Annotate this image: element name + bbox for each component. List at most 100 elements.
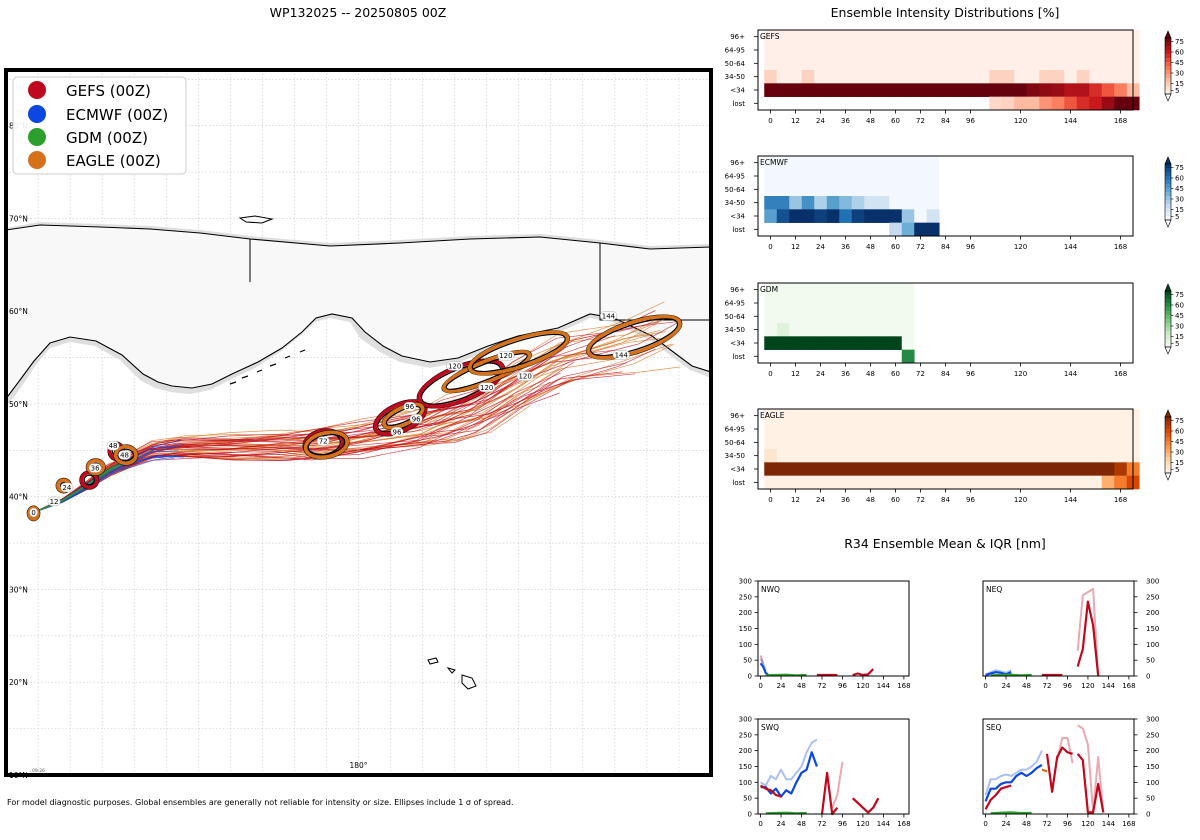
heatmap-cell xyxy=(1114,435,1128,450)
r34-y-label: 250 xyxy=(739,593,752,601)
r34-y-label: 100 xyxy=(1146,641,1159,649)
heatmap-x-label: 24 xyxy=(816,370,825,378)
heatmap-cell xyxy=(914,435,928,450)
ellipse-inner xyxy=(385,405,421,427)
colorbar-segment xyxy=(1165,425,1171,430)
r34-x-label: 48 xyxy=(1022,820,1031,828)
heatmap-cell xyxy=(1001,43,1015,57)
heatmap-cell xyxy=(951,70,965,84)
heatmap-cell xyxy=(951,475,965,490)
heatmap-cell xyxy=(1076,462,1090,476)
heatmap-x-label: 48 xyxy=(866,117,875,125)
heatmap-cell xyxy=(851,283,865,297)
colorbar-segment xyxy=(1165,66,1171,71)
heatmap-cell xyxy=(776,30,790,44)
heatmap-cell xyxy=(826,449,840,463)
heatmap-cell xyxy=(1089,449,1103,463)
heatmap-cell xyxy=(1051,475,1065,490)
heatmap-x-label: 60 xyxy=(891,243,900,251)
heatmap-cell xyxy=(789,435,803,450)
forecast-hour-label: 96 xyxy=(403,402,417,412)
colorbar-extend-bottom xyxy=(1164,219,1172,228)
heatmap-cell xyxy=(1089,96,1103,111)
heatmap-cell xyxy=(1051,462,1065,476)
r34-mean-gdm xyxy=(765,673,807,677)
heatmap-cell xyxy=(789,56,803,71)
heatmap-cell xyxy=(976,422,990,436)
heatmap-cell xyxy=(851,475,865,490)
heatmap-cell xyxy=(1076,56,1090,71)
colorbar-segment xyxy=(1165,327,1171,332)
heatmap-cell xyxy=(764,182,778,197)
heatmap-cell xyxy=(814,83,828,97)
heatmap-cell xyxy=(889,83,903,97)
heatmap-cell xyxy=(1026,70,1040,84)
fh-label-text: 120 xyxy=(518,373,531,381)
r34-mean-gdm xyxy=(990,811,1032,815)
heatmap-cell xyxy=(814,336,828,350)
heatmap-x-label: 168 xyxy=(1114,370,1127,378)
heatmap-cell xyxy=(1076,96,1090,111)
heatmap-x-label: 168 xyxy=(1114,243,1127,251)
heatmap-cell xyxy=(989,70,1003,84)
heatmap-cell xyxy=(1051,422,1065,436)
fh-label-text: 12 xyxy=(50,498,59,506)
heatmap-cell xyxy=(1089,70,1103,84)
legend-marker-ecmwf xyxy=(28,105,46,123)
heatmap-cell xyxy=(789,209,803,223)
heatmap-cell xyxy=(901,196,915,210)
heatmap-cell xyxy=(876,462,890,476)
heatmap-cell xyxy=(864,283,878,297)
heatmap-x-label: 84 xyxy=(941,117,950,125)
heatmap-cell xyxy=(964,475,978,490)
heatmap-cell xyxy=(826,309,840,324)
colorbar-tick-label: 75 xyxy=(1175,164,1184,172)
colorbar-gefs: 515 30 45 60 75 xyxy=(1164,30,1184,102)
heatmap-cell xyxy=(851,209,865,223)
r34-y-label: 50 xyxy=(1146,795,1155,803)
r34-x-label: 144 xyxy=(1102,682,1116,690)
heatmap-cell xyxy=(1089,435,1103,450)
heatmap-cell xyxy=(1114,96,1128,111)
r34-x-label: 96 xyxy=(838,820,847,828)
heatmap-cell xyxy=(976,462,990,476)
heatmap-cell xyxy=(914,182,928,197)
colorbar-segment xyxy=(1165,90,1171,95)
heatmap-cell xyxy=(864,196,878,210)
heatmap-cell xyxy=(764,83,778,97)
fh-label-bg xyxy=(47,496,61,507)
colorbar-segment xyxy=(1165,291,1171,296)
heatmap-cell xyxy=(1064,475,1078,490)
heatmap-cell xyxy=(864,435,878,450)
heatmap-cell xyxy=(789,462,803,476)
r34-quadrant-label: NWQ xyxy=(761,585,780,594)
r34-mean-gefs xyxy=(851,797,880,814)
heatmap-cell xyxy=(801,209,815,223)
colorbar-tick-label: 45 xyxy=(1175,185,1184,193)
r34-mean-gefs xyxy=(1076,600,1100,677)
heatmap-cell xyxy=(926,43,940,57)
heatmap-cell xyxy=(776,83,790,97)
r34-y-label: 300 xyxy=(1146,716,1159,724)
heatmap-cell xyxy=(764,156,778,170)
heatmap-cell xyxy=(801,30,815,44)
heatmap-x-label: 144 xyxy=(1064,370,1078,378)
heatmap-y-label: 96+ xyxy=(730,286,745,294)
heatmap-cell xyxy=(1026,475,1040,490)
r34-mean-gefs xyxy=(852,668,874,677)
heatmap-cell xyxy=(901,449,915,463)
heatmap-x-label: 12 xyxy=(791,370,800,378)
ellipse-ring xyxy=(382,402,425,430)
colorbar-frame xyxy=(1164,163,1172,221)
heatmap-cell xyxy=(976,409,990,423)
heatmap-cell xyxy=(776,336,790,350)
fh-label-bg xyxy=(599,311,617,321)
heatmap-cell xyxy=(914,70,928,84)
heatmap-cell xyxy=(876,43,890,57)
heatmap-y-label: <34 xyxy=(730,466,745,474)
heatmap-cell xyxy=(864,156,878,170)
fh-label-bg xyxy=(390,427,404,437)
colorbar-segment xyxy=(1165,331,1171,336)
heatmap-cell xyxy=(876,283,890,297)
heatmap-cell xyxy=(814,449,828,463)
